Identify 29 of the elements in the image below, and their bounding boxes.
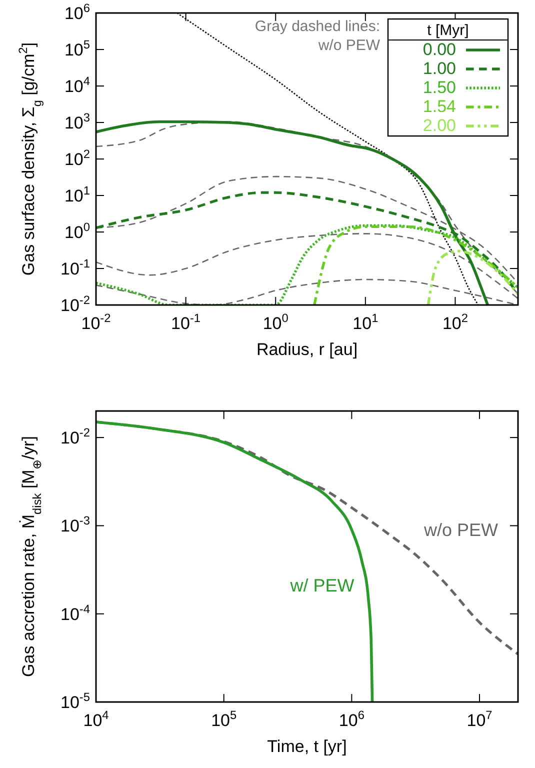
legend-label: 2.00 [422, 116, 456, 135]
x-tick-label: 10$^{6}$ [338, 708, 365, 730]
x-tick-label: 10$^{0}$ [262, 311, 289, 333]
legend-label: 1.00 [422, 59, 456, 78]
y-tick-label: 10$^{0}$ [64, 220, 90, 242]
legend-label: 1.50 [422, 78, 456, 97]
y-tick-label: 10$^{4}$ [64, 74, 90, 96]
annotation: Gray dashed lines: w/o PEW [254, 18, 381, 54]
series-label: w/o PEW [422, 520, 498, 540]
x-axis-title: Time, t [yr] [267, 737, 347, 756]
legend-label: 0.00 [422, 40, 456, 59]
x-axis-title: Radius, r [au] [256, 340, 358, 359]
x-tick-label: 10$^{1}$ [352, 311, 379, 333]
y-tick-label: 10$^{-2}$ [60, 426, 90, 448]
y-tick-label: 10$^{2}$ [64, 147, 90, 169]
y-tick-label: 10$^{5}$ [64, 38, 90, 60]
y-tick-label: 10$^{6}$ [64, 1, 90, 23]
x-tick-label: 10$^{5}$ [211, 708, 237, 730]
y-tick-label: 10$^{-1}$ [60, 256, 90, 278]
series-label: w/ PEW [289, 575, 354, 596]
x-tick-label: 10$^{7}$ [466, 708, 493, 730]
legend-title: t [Myr] [427, 22, 469, 39]
y-tick-label: 10$^{3}$ [64, 110, 90, 132]
x-tick-label: 10$^{-1}$ [171, 311, 201, 333]
y-tick-label: 10$^{1}$ [64, 184, 90, 206]
legend-label: 1.54 [422, 97, 456, 116]
y-tick-label: 10$^{-3}$ [60, 514, 90, 536]
x-tick-label: 10$^{2}$ [442, 311, 468, 333]
y-tick-label: 10$^{-4}$ [60, 602, 90, 624]
